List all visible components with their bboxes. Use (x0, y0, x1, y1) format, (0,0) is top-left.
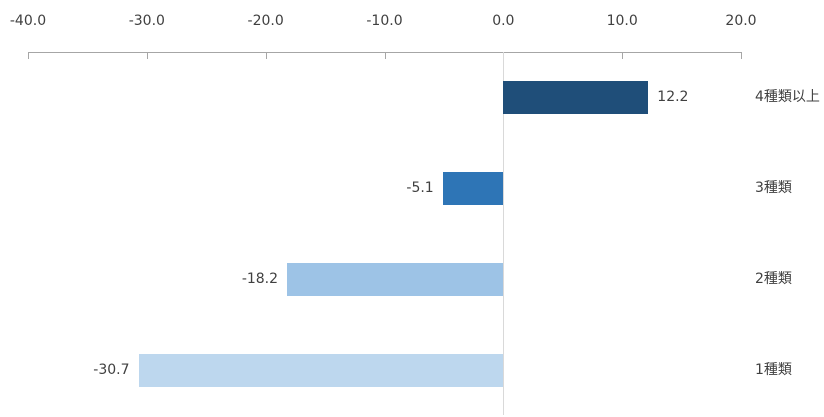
category-label: 2種類 (755, 271, 792, 287)
x-axis-tick-label: 10.0 (606, 13, 638, 29)
bar-2種類 (287, 263, 504, 296)
x-axis-tick-mark (147, 52, 148, 59)
bar-4種類以上 (503, 81, 649, 114)
x-axis-tick-mark (622, 52, 623, 59)
value-label: -5.1 (406, 180, 434, 196)
x-axis-tick-label: 0.0 (492, 13, 515, 29)
value-label: -30.7 (93, 362, 130, 378)
x-axis-tick-label: 20.0 (725, 13, 757, 29)
x-axis-tick-label: -10.0 (366, 13, 403, 29)
bar-1種類 (138, 354, 504, 387)
x-axis-tick-mark (385, 52, 386, 59)
zero-gridline (503, 52, 504, 415)
x-axis-tick-mark (741, 52, 742, 59)
category-label: 3種類 (755, 180, 792, 196)
x-axis-tick-label: -20.0 (247, 13, 284, 29)
x-axis-tick-label: -30.0 (128, 13, 165, 29)
x-axis-tick-label: -40.0 (9, 13, 47, 29)
x-axis-tick-mark (28, 52, 29, 59)
category-label: 4種類以上 (755, 89, 820, 105)
value-label: -18.2 (241, 271, 279, 287)
value-label: 12.2 (657, 89, 689, 105)
bar-3種類 (442, 172, 504, 205)
x-axis-tick-mark (266, 52, 267, 59)
category-label: 1種類 (755, 362, 792, 378)
